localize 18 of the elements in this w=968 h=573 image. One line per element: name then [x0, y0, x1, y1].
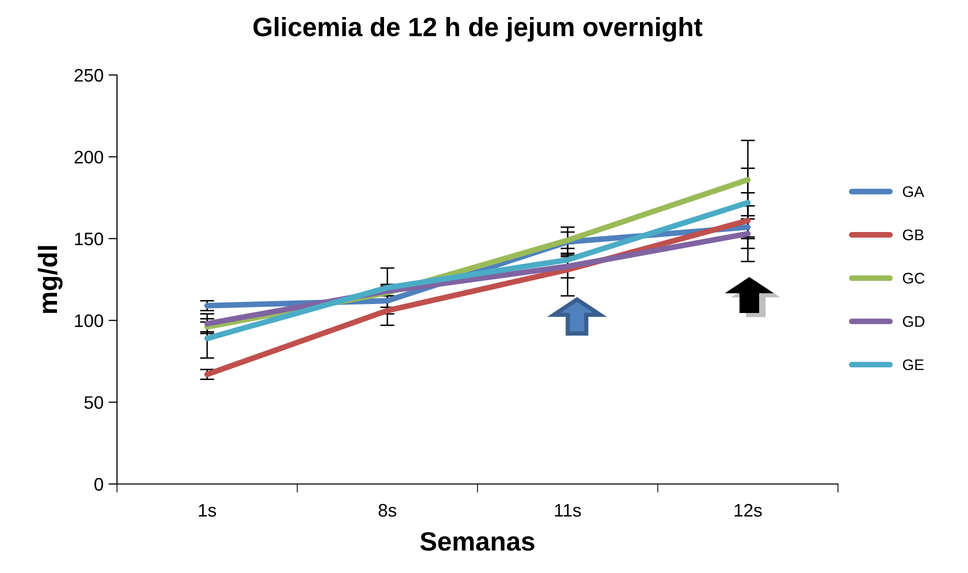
y-tick-label: 250: [74, 68, 104, 82]
x-tick-label: 8s: [378, 504, 396, 517]
y-tick-label: 150: [75, 232, 104, 246]
y-tick-label: 0: [94, 478, 104, 491]
y-tick-label: 100: [75, 314, 104, 328]
legend-label: GB: [902, 230, 924, 240]
y-tick-label: 200: [74, 150, 104, 164]
x-tick-label: 1s: [198, 504, 216, 517]
legend-label: GA: [902, 186, 924, 198]
x-tick-label: 12s: [734, 504, 762, 517]
legend-label: GC: [902, 272, 924, 284]
y-tick-label: 50: [84, 396, 104, 409]
legend-label: GD: [902, 316, 924, 327]
legend-label: GE: [902, 359, 924, 370]
x-tick-label: 11s: [555, 504, 581, 517]
chart-title: Glicemia de 12 h de jejum overnight: [253, 16, 702, 42]
x-axis-title: Semanas: [420, 532, 534, 551]
y-axis-title: mg/dl: [38, 246, 63, 313]
